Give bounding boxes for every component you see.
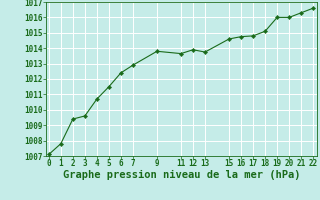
- X-axis label: Graphe pression niveau de la mer (hPa): Graphe pression niveau de la mer (hPa): [63, 170, 300, 180]
